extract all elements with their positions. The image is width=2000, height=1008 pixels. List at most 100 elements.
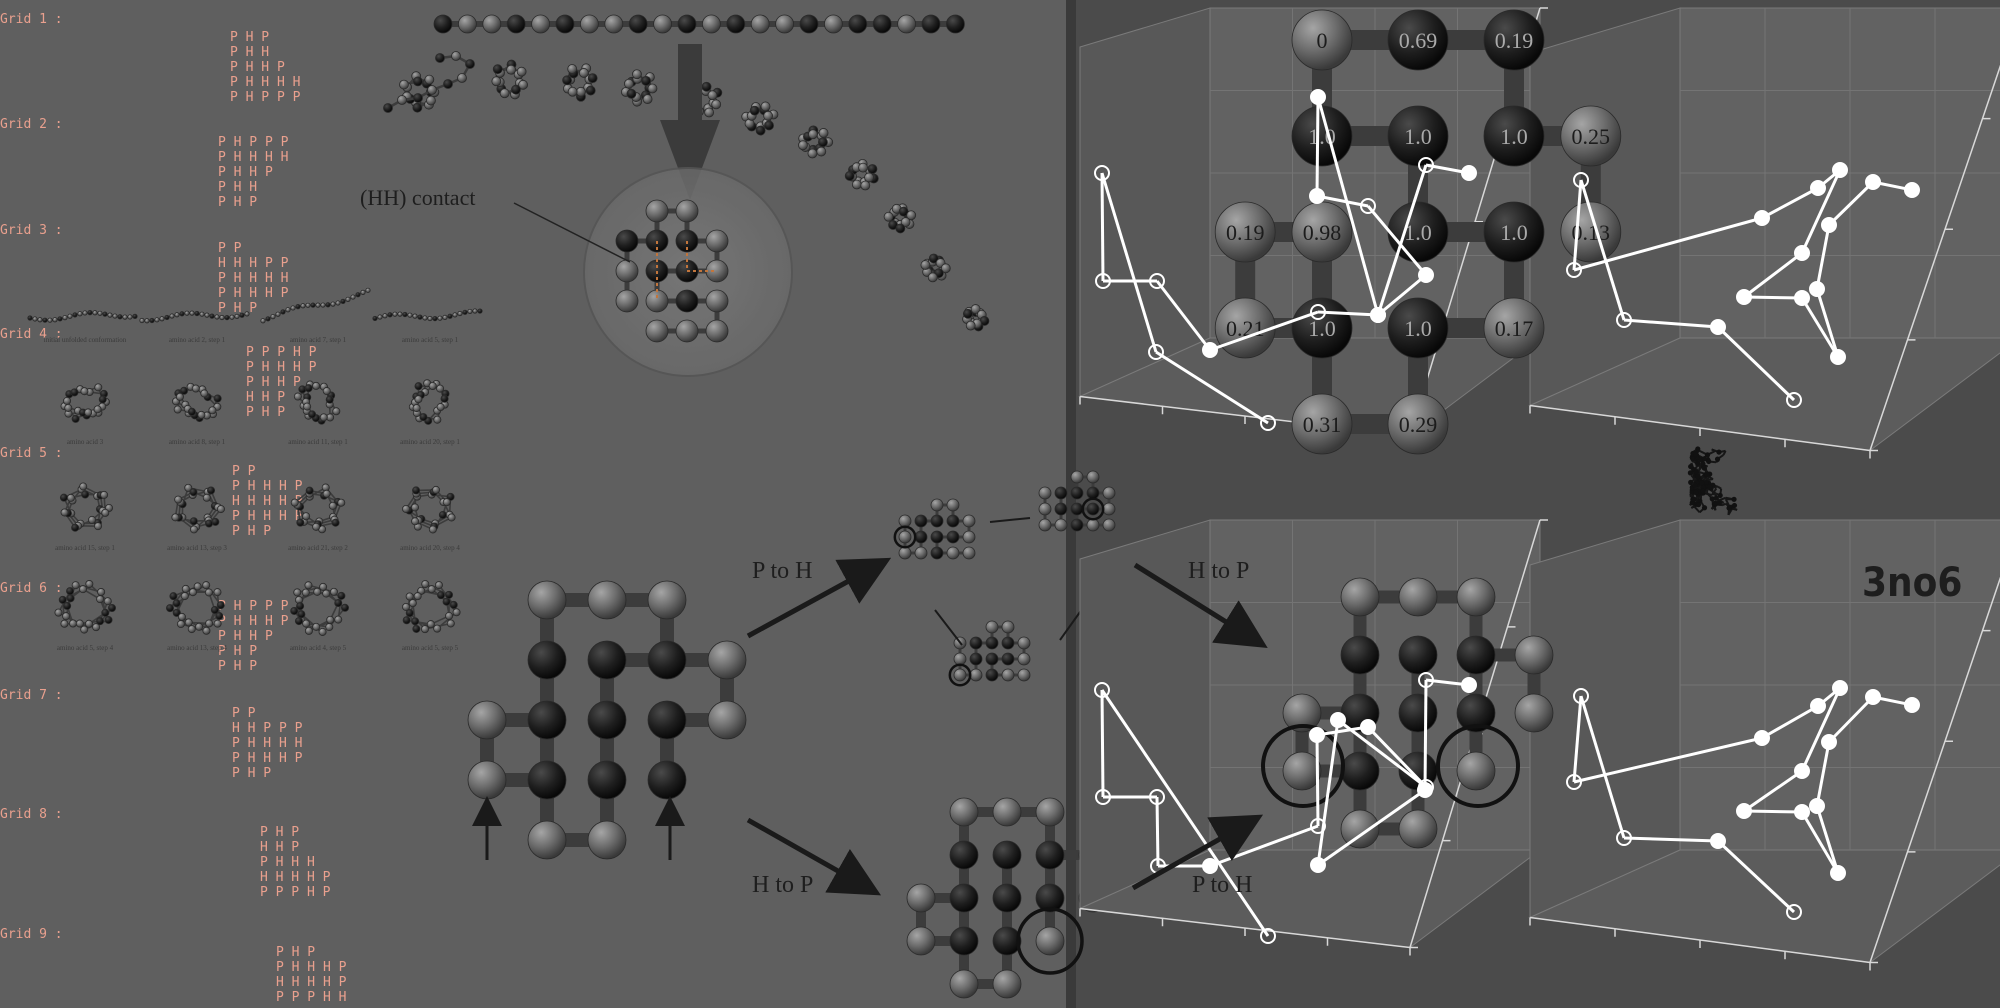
snapshot-caption: amino acid 11, step 1	[288, 438, 348, 446]
folded-3x3-lattice	[615, 199, 729, 343]
p-bead	[705, 229, 729, 253]
h-bead	[848, 14, 868, 34]
atom	[1712, 500, 1718, 506]
p-bead	[412, 404, 421, 413]
h-bead	[462, 309, 468, 315]
trace-segment	[1316, 96, 1380, 316]
h-bead	[405, 609, 414, 618]
h-bead	[1070, 518, 1084, 532]
p-bead	[92, 623, 101, 632]
p-bead	[302, 512, 311, 521]
p-bead	[408, 599, 417, 608]
grid-row: P H H H H	[232, 736, 302, 751]
white-trace-top-left	[1094, 89, 1477, 431]
probability-value: 1.0	[1308, 316, 1336, 341]
grid-row: P P P H P	[246, 345, 317, 360]
grid-row: P H P P P	[230, 90, 301, 105]
grid-row: P H P	[218, 644, 257, 659]
p-bead	[1456, 751, 1496, 791]
p-bead	[270, 314, 276, 320]
snapshot-thumbnail: amino acid 20, step 1	[400, 379, 460, 446]
trace-segment	[1209, 310, 1319, 352]
trace-open-node	[1149, 273, 1165, 289]
p-bead	[499, 88, 510, 99]
p-bead	[304, 581, 313, 590]
p-to-h-arrow-icon-2	[1131, 814, 1264, 891]
p-bead	[704, 107, 715, 118]
trace-segment	[1337, 718, 1427, 789]
grid-row: P H H P	[218, 629, 273, 644]
h-bead	[587, 700, 627, 740]
trace-node	[1810, 698, 1826, 714]
atom	[1701, 456, 1708, 462]
h-bead	[1387, 297, 1449, 359]
p-bead	[1340, 577, 1380, 617]
h-bead	[87, 310, 93, 316]
atom	[1713, 495, 1719, 501]
mutation-marker	[948, 663, 972, 687]
grid-row: P H P	[276, 945, 315, 960]
h-bead	[325, 302, 331, 308]
h-bead	[433, 14, 453, 34]
p-bead	[587, 820, 627, 860]
p-bead	[397, 95, 407, 105]
p-bead	[445, 611, 454, 620]
h-bead	[1387, 9, 1449, 71]
trace-segment	[1743, 809, 1803, 814]
h-bead	[1398, 693, 1438, 733]
atom	[1693, 469, 1699, 475]
grid-row: P H H H	[260, 855, 315, 870]
p-bead	[1017, 668, 1031, 682]
p-bead	[578, 68, 589, 78]
folding-step	[962, 304, 990, 332]
p-bead	[175, 392, 184, 401]
p-bead	[66, 493, 75, 502]
p-bead	[437, 315, 443, 321]
backbone-segment	[1717, 485, 1722, 490]
p-bead	[604, 14, 624, 34]
grid-label: Grid 1 :	[0, 12, 63, 27]
backbone-segment	[1719, 496, 1727, 501]
grid-row: P H H H H	[218, 271, 288, 286]
backbone-segment	[1711, 506, 1715, 510]
trace-segment	[1572, 695, 1583, 783]
trace-open-node	[1418, 672, 1434, 688]
p-bead	[624, 78, 634, 89]
p-bead	[60, 508, 69, 517]
grid-row: P H P P P	[218, 599, 289, 614]
p-bead	[122, 314, 128, 320]
snapshot-thumbnail: amino acid 5, step 5	[402, 580, 461, 652]
p-bead	[1291, 393, 1353, 455]
p-bead	[208, 406, 217, 415]
atom	[1717, 492, 1723, 499]
p-bead	[434, 581, 443, 590]
p-bead	[953, 652, 967, 666]
h-bead	[946, 14, 965, 34]
h-bead	[310, 302, 316, 308]
h-bead	[27, 315, 33, 321]
p-bead	[80, 387, 89, 396]
p-bead	[1001, 668, 1015, 682]
p-bead	[275, 311, 281, 317]
grid-label: Grid 7 :	[0, 688, 63, 703]
h-bead	[1483, 105, 1545, 167]
h-bead	[164, 314, 170, 321]
p-bead	[191, 384, 200, 393]
trace-segment	[1316, 719, 1340, 866]
h-bead	[290, 606, 299, 615]
atom	[1726, 505, 1732, 511]
p-bead	[1398, 577, 1438, 617]
atom	[1716, 500, 1722, 506]
trace-segment	[1579, 179, 1626, 321]
p-bead	[426, 620, 435, 629]
h-bead	[818, 137, 828, 148]
h-bead	[914, 530, 928, 544]
p-bead	[94, 522, 103, 531]
trace-node	[1418, 267, 1434, 283]
snapshot-caption: amino acid 13, step 3	[167, 544, 227, 552]
atom	[1699, 480, 1705, 486]
h-bead	[647, 700, 687, 740]
grid-row: H H P	[246, 390, 285, 405]
p-bead	[518, 79, 528, 90]
